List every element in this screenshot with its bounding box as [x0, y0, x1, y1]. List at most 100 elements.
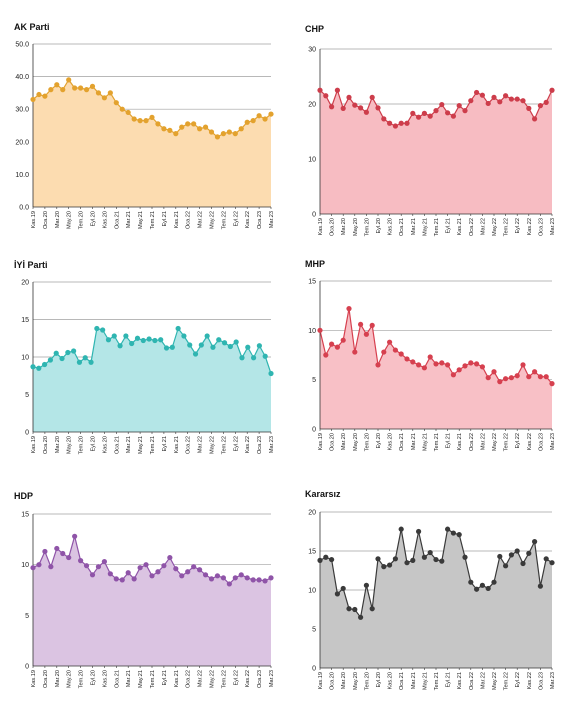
chp-data-point [474, 89, 480, 96]
mhp-data-point [445, 362, 451, 368]
ak-parti-data-point [179, 124, 185, 130]
iyi-parti-x-tick-label: Eyl.20 [91, 436, 97, 452]
iyi-parti-data-point [227, 343, 233, 350]
ak-parti-x-tick-label: May.20 [67, 211, 73, 229]
mhp-data-point [427, 354, 433, 360]
mhp-data-point [323, 352, 329, 358]
iyi-parti-data-point [181, 333, 187, 339]
mhp-data-point [450, 372, 456, 378]
mhp-x-tick-label: Oca.20 [330, 433, 336, 451]
iyi-parti-x-tick-label: Tem.22 [221, 436, 227, 454]
chp-data-point [410, 110, 416, 116]
ak-parti-data-point [268, 111, 274, 117]
chp-x-tick-label: Mar.22 [480, 218, 486, 235]
kararsiz-x-tick-label: Kas.20 [388, 672, 394, 689]
kararsiz-x-tick-label: Eyl.22 [515, 672, 521, 688]
hdp-data-point [238, 572, 244, 578]
hdp-data-point [137, 565, 143, 571]
chp-x-tick-label: Oca.20 [330, 218, 336, 236]
hdp-data-point [143, 562, 149, 568]
kararsiz-x-tick-label: Oca.23 [538, 672, 544, 690]
hdp-data-point [30, 565, 36, 571]
iyi-parti-x-tick-label: May.22 [210, 436, 216, 454]
iyi-parti-x-tick-label: Tem.20 [79, 436, 85, 454]
hdp-data-point [72, 533, 78, 539]
iyi-parti-data-point [59, 355, 65, 362]
chp-data-point [549, 87, 555, 93]
ak-parti-x-tick-label: Kas.21 [174, 211, 180, 228]
ak-parti-data-point [232, 131, 238, 137]
mhp-data-point [456, 367, 462, 373]
hdp-x-tick-label: Kas.21 [174, 670, 180, 687]
iyi-parti-data-point [192, 351, 199, 357]
chp-x-tick-label: Mar.20 [341, 218, 347, 235]
hdp-data-point [95, 564, 102, 570]
hdp-data-point [208, 576, 215, 582]
hdp-x-tick-label: Kas.22 [245, 670, 251, 687]
chp-data-point [346, 94, 352, 100]
kararsiz-data-point [537, 583, 544, 589]
hdp-x-tick-label: Eyl.22 [233, 670, 239, 686]
hdp-x-tick-label: Mar.20 [55, 670, 61, 687]
hdp-data-point [89, 572, 96, 578]
mhp-data-point [508, 375, 514, 381]
kararsiz-data-point [334, 591, 340, 597]
hdp-data-point [185, 569, 191, 575]
hdp-x-tick-label: May.21 [138, 670, 144, 688]
hdp-y-tick-label: 5 [25, 613, 29, 620]
hdp-data-point [167, 554, 173, 561]
iyi-parti-data-point [163, 345, 170, 351]
hdp-x-tick-label: Mar.21 [126, 670, 132, 687]
kararsiz-data-point [427, 549, 433, 556]
iyi-parti-x-tick-label: Kas.19 [31, 436, 37, 453]
iyi-parti-data-point [175, 325, 181, 332]
ak-parti-x-tick-label: May.22 [210, 211, 216, 229]
chp-data-point [491, 94, 497, 100]
kararsiz-y-tick-label: 0 [312, 666, 316, 673]
kararsiz-data-point [532, 539, 538, 545]
iyi-parti-data-point [146, 336, 152, 342]
ak-parti-data-point [101, 95, 107, 101]
iyi-parti-data-point [117, 343, 123, 349]
kararsiz-data-point [421, 554, 427, 560]
iyi-parti-data-point [36, 365, 42, 371]
ak-parti-data-point [256, 113, 262, 119]
kararsiz-data-point [387, 562, 393, 568]
hdp-data-point [125, 570, 131, 576]
mhp-data-point [503, 376, 509, 382]
mhp-data-point [526, 374, 532, 380]
mhp-data-point [543, 374, 549, 380]
chp-data-point [317, 87, 323, 93]
mhp-x-tick-label: Tem.22 [504, 433, 510, 451]
chp-data-point [416, 114, 422, 120]
mhp-title: MHP [305, 259, 325, 269]
hdp-x-tick-label: May.22 [210, 670, 216, 688]
ak-parti-y-tick-label: 50.0 [15, 42, 29, 49]
kararsiz-data-point [549, 560, 555, 566]
mhp-x-tick-label: May.21 [422, 433, 428, 451]
chart-kararsiz: Kararsız 0 5 10 15 20 Kas.19 Oca.20 Mar.20 May.20… [305, 489, 556, 690]
kararsiz-x-tick-label: Tem.21 [434, 672, 440, 690]
mhp-data-point [387, 339, 393, 345]
mhp-x-tick-label: Oca.23 [538, 433, 544, 451]
iyi-parti-data-point [245, 344, 251, 350]
ak-parti-data-point [155, 121, 161, 127]
hdp-data-point [262, 578, 268, 584]
iyi-parti-title: İYİ Parti [14, 260, 48, 270]
ak-parti-data-point [66, 77, 72, 83]
iyi-parti-data-point [76, 359, 83, 365]
kararsiz-x-tick-label: Mar.20 [341, 672, 347, 689]
mhp-data-point [497, 379, 503, 385]
hdp-x-tick-label: Eyl.20 [91, 670, 97, 686]
mhp-data-point [468, 360, 474, 366]
iyi-parti-y-tick-label: 15 [21, 317, 29, 324]
kararsiz-data-point [398, 526, 404, 532]
chp-data-point [462, 108, 468, 114]
hdp-data-point [226, 581, 232, 587]
hdp-data-point [250, 577, 256, 583]
chp-data-point [381, 116, 387, 122]
iyi-parti-data-point [71, 348, 77, 354]
kararsiz-data-point [514, 548, 520, 554]
kararsiz-data-point [474, 586, 480, 592]
